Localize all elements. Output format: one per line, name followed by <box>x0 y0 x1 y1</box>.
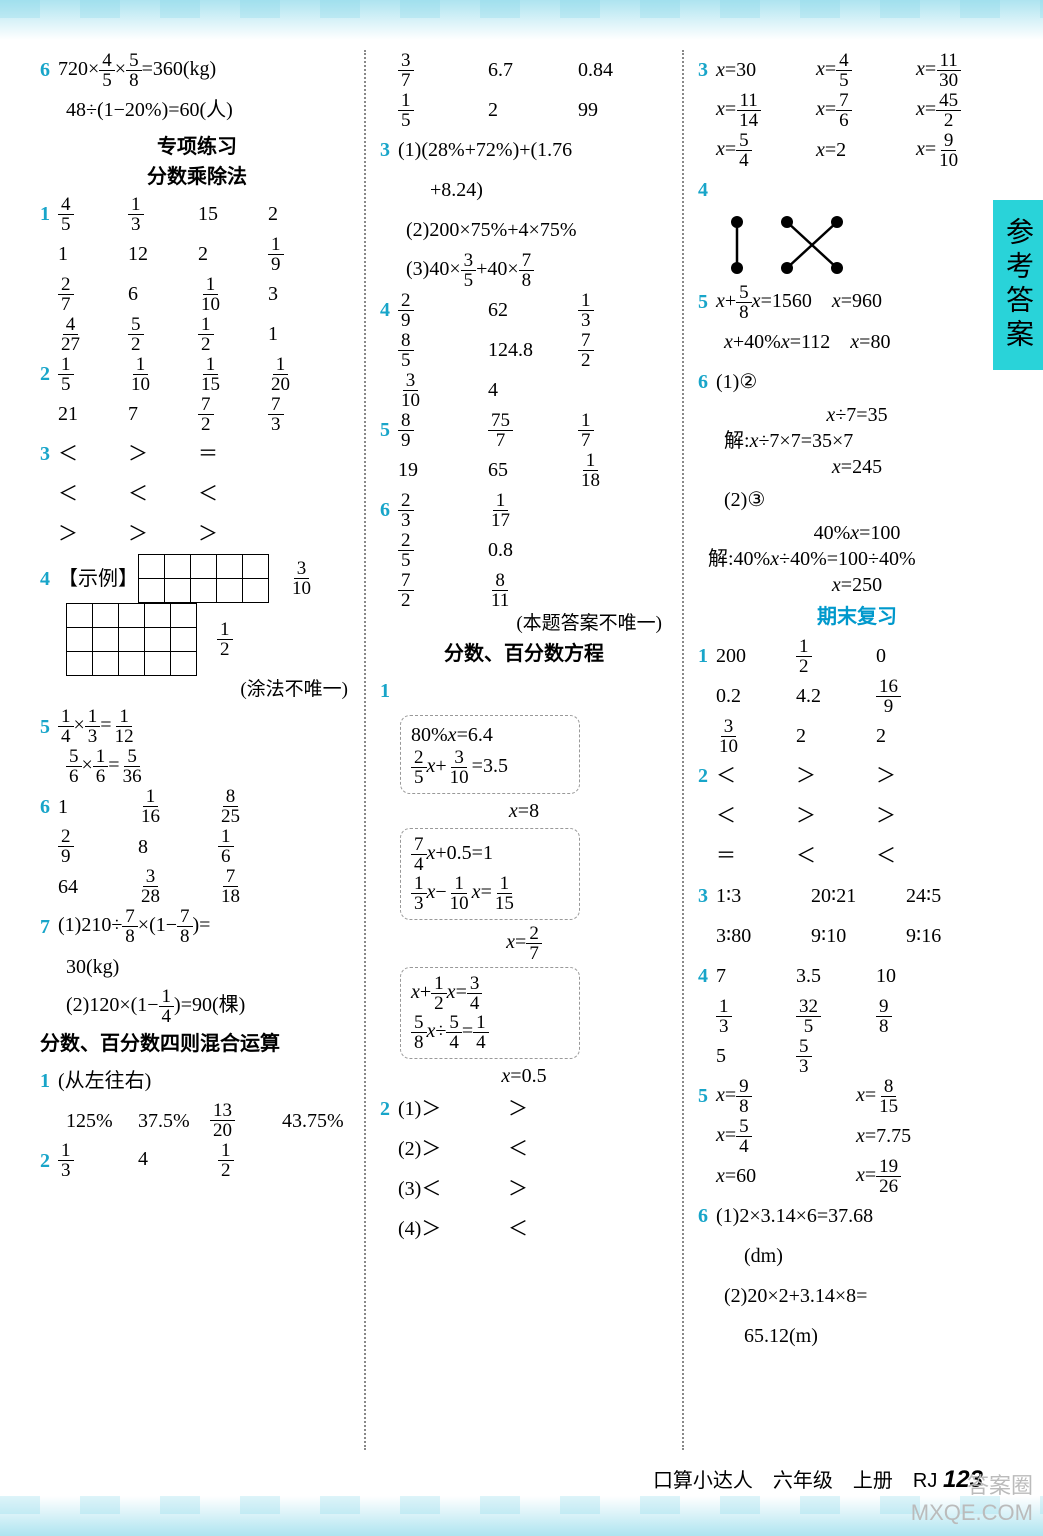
table-p2: 2＜＞＞＜＞＞＝＜＜ <box>698 756 1016 876</box>
row: 13412 <box>58 1141 298 1180</box>
watermark: 答案圈 MXQE.COM <box>911 1473 1033 1526</box>
dashed-box: x+12x=34 58x÷54=14 <box>400 967 580 1059</box>
table-p4: 473.5101332598553 <box>698 956 1016 1076</box>
qnum: 6 <box>698 1203 716 1229</box>
table-top: 376.70.8415299 <box>380 50 668 130</box>
column-3: 3x=30x=45x=1130x=1114x=76x=452x=54x=2x=9… <box>684 50 1026 1450</box>
heading: 期末复习 <box>698 604 1016 630</box>
table-6: 611168252981664328718 <box>40 787 354 907</box>
expr: 56×16=536 <box>66 747 145 786</box>
heading: 专项练习 <box>40 134 354 160</box>
watermark-line: 答案圈 <box>911 1473 1033 1499</box>
note: (本题答案不唯一) <box>380 612 662 637</box>
expr: (1)210÷78×(1−78)= <box>58 907 210 946</box>
expr: 65.12(m) <box>724 1323 818 1349</box>
note: (涂法不唯一) <box>40 678 348 703</box>
expr: 80%x=6.4 <box>411 722 569 748</box>
qnum: 4 <box>698 177 716 203</box>
table-2: 2151101151202177273 <box>40 354 354 434</box>
dashed-box: 74x+0.5=1 13x−110x=115 <box>400 828 580 920</box>
qnum: 5 <box>40 714 58 740</box>
expr: (2)200×75%+4×75% <box>406 217 576 243</box>
wave-bottom <box>0 1496 1043 1536</box>
table-5: 589757171965118 <box>380 410 668 490</box>
expr: 解:x÷7×7=35×7 <box>724 428 1016 454</box>
table-q2: 2(1)＞＞(2)＞＜(3)＜＞(4)＞＜ <box>380 1089 668 1249</box>
expr: (1)(28%+72%)+(1.76 <box>398 137 572 163</box>
qnum: 3 <box>380 137 398 163</box>
expr: 58x÷54=14 <box>411 1013 569 1052</box>
heading: 分数乘除法 <box>40 164 354 190</box>
table-3: 3＜＞＝＜＜＜＞＞＞ <box>40 434 354 554</box>
qnum: 5 <box>698 289 716 315</box>
qnum: 1 <box>380 678 398 704</box>
label: 【示例】 <box>58 566 138 592</box>
value: 12 <box>217 620 233 659</box>
label: (2)③ <box>724 487 765 513</box>
answer: x=0.5 <box>380 1063 668 1089</box>
table-p3: 31∶320∶2124∶53∶809∶109∶16 <box>698 876 1016 956</box>
expr: x+12x=34 <box>411 974 569 1013</box>
label: (1)② <box>716 369 757 395</box>
expr: 解:40%x÷40%=100÷40% <box>708 546 1016 572</box>
label: (从左往右) <box>58 1068 151 1094</box>
expr: x=245 <box>698 454 1016 480</box>
expr: 25x+310=3.5 <box>411 748 569 787</box>
qnum: 6 <box>40 57 58 83</box>
expr: 14×13=112 <box>58 707 137 746</box>
qnum: 6 <box>698 369 716 395</box>
row: 125%37.5%132043.75% <box>66 1101 354 1141</box>
grid-icon <box>66 603 197 676</box>
expr: 48÷(1−20%)=60(人) <box>66 97 233 123</box>
table-p5: 5x=98x=815x=54x=7.75x=60x=1926 <box>698 1076 1016 1196</box>
expr: 30(kg) <box>66 954 119 980</box>
heading: 分数、百分数方程 <box>380 641 668 667</box>
grid-icon <box>138 554 269 603</box>
dashed-box: 80%x=6.4 25x+310=3.5 <box>400 715 580 794</box>
expr: x+40%x=112 x=80 <box>724 329 890 355</box>
column-1: 6 720×45×58=360(kg) 48÷(1−20%)=60(人) 专项练… <box>30 50 364 1450</box>
table-1: 14513152112219276110342752121 <box>40 194 354 354</box>
wave-top <box>0 0 1043 40</box>
expr: (2)20×2+3.14×8= <box>724 1283 867 1309</box>
heading: 分数、百分数四则混合运算 <box>40 1031 354 1057</box>
table-6: 623117250.872811 <box>380 490 668 610</box>
expr: 74x+0.5=1 <box>411 835 569 874</box>
page-body: 6 720×45×58=360(kg) 48÷(1−20%)=60(人) 专项练… <box>30 50 1010 1450</box>
answer: x=8 <box>380 798 668 824</box>
expr: +8.24) <box>390 177 483 203</box>
footer-text: 口算小达人 六年级 上册 RJ <box>653 1470 937 1492</box>
expr: (2)120×(1−14)=90(棵) <box>66 987 245 1026</box>
watermark-line: MXQE.COM <box>911 1500 1033 1526</box>
expr: (3)40×35+40×78 <box>406 251 534 290</box>
qnum: 2 <box>40 1148 58 1174</box>
table-4: 429621385124.8723104 <box>380 290 668 410</box>
table-3: 3x=30x=45x=1130x=1114x=76x=452x=54x=2x=9… <box>698 50 1016 170</box>
value: 310 <box>289 559 314 598</box>
expr: x=250 <box>698 572 1016 598</box>
expr: 720×45×58=360(kg) <box>58 51 216 90</box>
column-2: 376.70.8415299 3 (1)(28%+72%)+(1.76 +8.2… <box>364 50 684 1450</box>
qnum: 4 <box>40 566 58 592</box>
table-p1: 12001200.24.216931022 <box>698 636 1016 756</box>
matching-diagram <box>722 210 882 282</box>
expr: (1)2×3.14×6=37.68 <box>716 1203 873 1229</box>
expr: x÷7=35 <box>698 402 1016 428</box>
expr: 13x−110x=115 <box>411 874 569 913</box>
expr: 40%x=100 <box>698 520 1016 546</box>
qnum: 1 <box>40 1068 58 1094</box>
answer: x=27 <box>380 924 668 963</box>
qnum: 7 <box>40 914 58 940</box>
expr: (dm) <box>724 1243 783 1269</box>
expr: x+58x=1560 x=960 <box>716 283 882 322</box>
